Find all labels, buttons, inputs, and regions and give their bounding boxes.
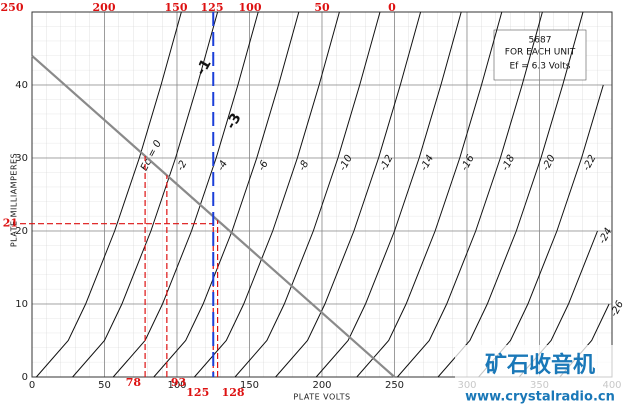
top-label: 125	[201, 1, 224, 14]
y-axis-title: PLATE MILLIAMPERES	[10, 153, 19, 247]
plot-frame	[31, 11, 613, 378]
y-tick-label: 10	[15, 299, 28, 310]
x-marker-label: 128	[222, 386, 245, 399]
characteristic-curve	[275, 11, 422, 378]
tube-type: 5687	[529, 36, 552, 46]
characteristic-curve	[153, 11, 300, 378]
watermark-url: www.crystalradio.cn	[465, 390, 615, 405]
curve-label: -8	[297, 159, 311, 173]
handwritten-label: -1	[193, 57, 215, 78]
y-tick-label: 20	[15, 226, 28, 237]
handwritten-label: -3	[223, 111, 245, 132]
x-tick-label: 100	[167, 380, 186, 391]
watermark: 矿石收音机	[485, 352, 595, 378]
curve-label: -2	[175, 159, 189, 173]
x-marker-label: 93	[171, 376, 186, 389]
x-axis-title: PLATE VOLTS	[293, 393, 350, 402]
characteristic-curve	[397, 11, 543, 378]
y-tick-label: 0	[22, 372, 28, 383]
top-label: 100	[239, 1, 262, 14]
x-marker-label: 78	[126, 376, 142, 389]
y-tick-label: 30	[15, 153, 28, 164]
unit-note: FOR EACH UNIT	[505, 48, 576, 58]
top-label: 200	[93, 1, 116, 14]
heater-voltage: Ef = 6.3 Volts	[510, 62, 571, 72]
top-label: 0	[388, 1, 396, 14]
curve-label: -6	[256, 159, 270, 173]
top-label: 250	[1, 1, 24, 14]
curve-label: -4	[216, 159, 230, 173]
characteristic-curve	[72, 11, 219, 378]
x-tick-label: 150	[240, 380, 259, 391]
characteristic-curve	[194, 11, 340, 378]
watermark-bg	[455, 345, 625, 407]
characteristic-curve	[315, 11, 462, 378]
top-label: 50	[314, 1, 330, 14]
characteristic-curve	[234, 11, 381, 378]
x-tick-label: 0	[29, 380, 35, 391]
y-marker-label: 21	[3, 217, 18, 230]
y-tick-label: 40	[15, 80, 28, 91]
characteristic-curve	[356, 11, 503, 378]
x-tick-label: 200	[312, 380, 331, 391]
x-marker-label: 125	[186, 386, 209, 399]
x-tick-label: 250	[385, 380, 404, 391]
top-label: 150	[165, 1, 188, 14]
characteristic-curve	[437, 11, 584, 378]
characteristic-curve	[35, 11, 182, 378]
x-tick-label: 50	[98, 380, 111, 391]
